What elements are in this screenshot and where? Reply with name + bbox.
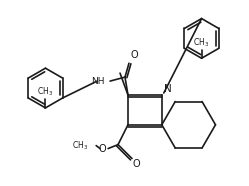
Text: CH$_3$: CH$_3$ [193, 37, 210, 49]
Text: CH$_3$: CH$_3$ [37, 85, 54, 98]
Text: N: N [164, 84, 172, 94]
Text: NH: NH [92, 77, 105, 86]
Text: CH$_3$: CH$_3$ [72, 139, 88, 152]
Text: O: O [133, 160, 141, 169]
Text: O: O [98, 144, 106, 154]
Text: O: O [131, 50, 139, 60]
